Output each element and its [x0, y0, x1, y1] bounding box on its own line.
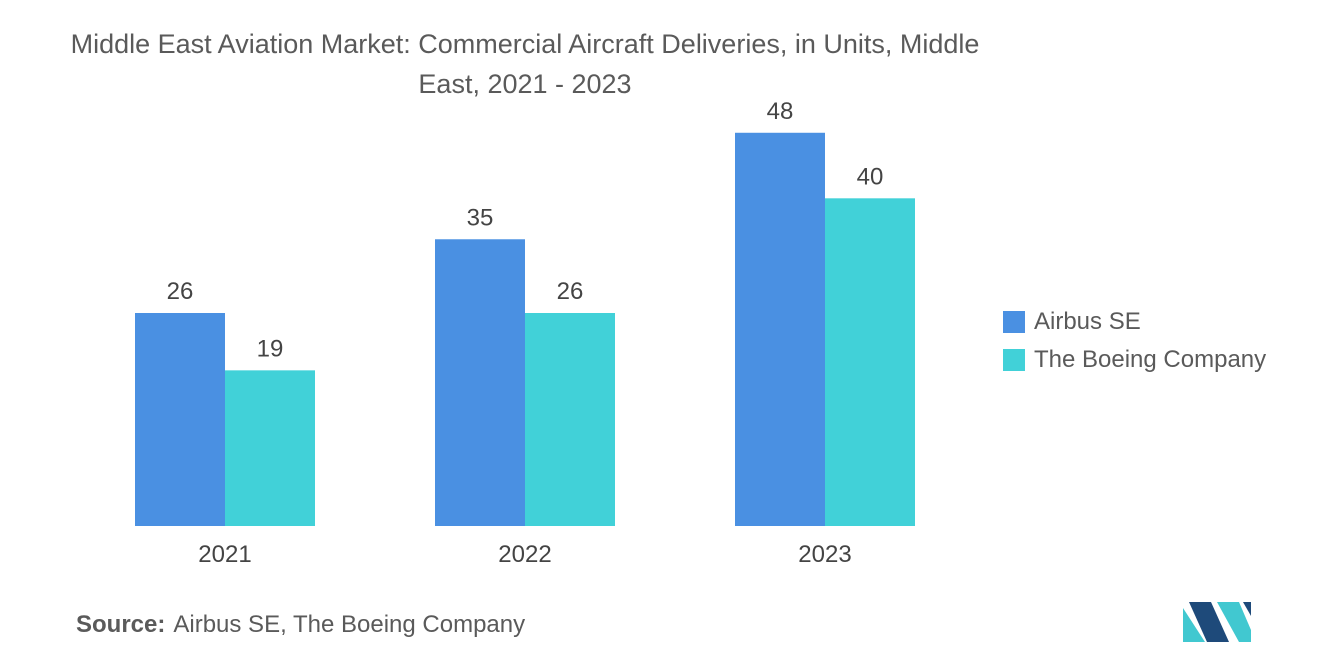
x-tick-label-2022: 2022	[498, 541, 551, 568]
source-label: Source:	[76, 611, 166, 638]
legend-label-airbus: Airbus SE	[1034, 308, 1141, 335]
bar-2022-series-0	[435, 239, 525, 526]
legend-item-boeing: The Boeing Company	[1003, 341, 1266, 379]
x-tick-label-2023: 2023	[798, 541, 851, 568]
company-logo-icon	[1183, 602, 1251, 642]
bar-2021-series-0	[135, 313, 225, 526]
data-label-2023-series-0: 48	[767, 98, 794, 125]
legend-label-boeing: The Boeing Company	[1034, 346, 1267, 373]
source-note: Source: Airbus SE, The Boeing Company	[76, 611, 525, 639]
legend-item-airbus: Airbus SE	[1003, 303, 1266, 341]
legend-swatch-airbus	[1003, 311, 1025, 333]
data-label-2022-series-0: 35	[467, 204, 494, 231]
data-label-2021-series-1: 19	[257, 335, 284, 362]
chart-title: Middle East Aviation Market: Commercial …	[70, 29, 980, 99]
bar-2023-series-0	[735, 132, 825, 526]
data-label-2022-series-1: 26	[557, 278, 584, 305]
bar-2021-series-1	[225, 370, 315, 526]
x-tick-label-2021: 2021	[198, 541, 251, 568]
bar-2022-series-1	[525, 313, 615, 526]
legend-swatch-boeing	[1003, 349, 1025, 371]
source-text: Airbus SE, The Boeing Company	[173, 611, 526, 638]
bar-2023-series-1	[825, 198, 915, 527]
data-label-2023-series-1: 40	[857, 163, 884, 190]
data-label-2021-series-0: 26	[167, 278, 194, 305]
legend: Airbus SE The Boeing Company	[1003, 303, 1266, 379]
